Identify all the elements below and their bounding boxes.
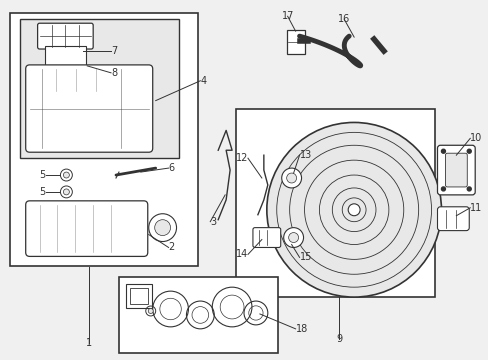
FancyBboxPatch shape	[445, 153, 467, 187]
Circle shape	[63, 189, 69, 195]
Circle shape	[281, 168, 301, 188]
Text: 11: 11	[469, 203, 482, 213]
FancyBboxPatch shape	[119, 277, 277, 353]
Circle shape	[61, 169, 72, 181]
Circle shape	[154, 220, 170, 235]
Circle shape	[148, 309, 153, 314]
Text: 13: 13	[299, 150, 311, 160]
Text: 4: 4	[200, 76, 206, 86]
Text: 1: 1	[86, 338, 92, 348]
Text: 2: 2	[168, 243, 175, 252]
Text: 10: 10	[469, 133, 482, 143]
Circle shape	[266, 122, 441, 297]
Circle shape	[467, 149, 470, 153]
Text: 5: 5	[39, 170, 45, 180]
Circle shape	[347, 204, 359, 216]
FancyBboxPatch shape	[437, 207, 468, 231]
Text: 16: 16	[337, 14, 349, 24]
FancyBboxPatch shape	[437, 145, 474, 195]
FancyBboxPatch shape	[26, 201, 147, 256]
Text: 14: 14	[235, 249, 247, 260]
FancyBboxPatch shape	[20, 19, 178, 158]
Text: 9: 9	[336, 334, 342, 344]
FancyBboxPatch shape	[10, 13, 198, 266]
Text: 18: 18	[295, 324, 307, 334]
Text: 6: 6	[168, 163, 174, 173]
Text: 17: 17	[281, 11, 293, 21]
FancyBboxPatch shape	[44, 46, 86, 70]
FancyBboxPatch shape	[26, 65, 152, 152]
Text: 15: 15	[299, 252, 311, 262]
Circle shape	[286, 173, 296, 183]
Circle shape	[148, 214, 176, 242]
Circle shape	[441, 187, 445, 191]
Text: 3: 3	[210, 217, 216, 227]
FancyBboxPatch shape	[38, 23, 93, 49]
Circle shape	[467, 187, 470, 191]
Text: 8: 8	[111, 68, 117, 78]
Circle shape	[283, 228, 303, 247]
FancyBboxPatch shape	[286, 30, 304, 54]
Text: 12: 12	[235, 153, 247, 163]
Text: 5: 5	[39, 187, 45, 197]
Circle shape	[61, 186, 72, 198]
Text: 7: 7	[111, 46, 117, 56]
Circle shape	[288, 233, 298, 243]
FancyBboxPatch shape	[236, 109, 434, 297]
FancyBboxPatch shape	[252, 228, 280, 247]
Circle shape	[63, 172, 69, 178]
Circle shape	[441, 149, 445, 153]
